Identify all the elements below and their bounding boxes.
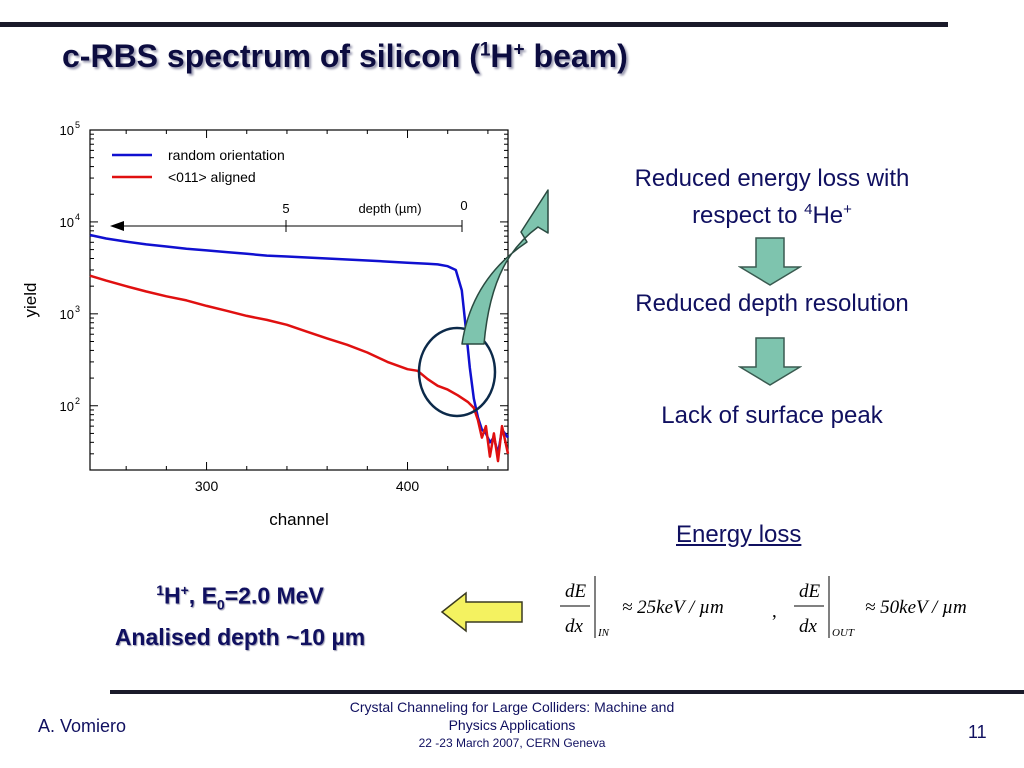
footer-author: A. Vomiero xyxy=(38,716,127,736)
bottom-rule xyxy=(110,690,1024,694)
y-tick-label: 10 xyxy=(60,307,74,322)
note-reduced-depth-resolution: Reduced depth resolution xyxy=(635,290,909,317)
svg-text:dx: dx xyxy=(565,616,584,637)
down-arrow-icon-2 xyxy=(738,337,802,386)
top-rule xyxy=(0,22,948,27)
y-axis-label: yield xyxy=(21,283,40,318)
footer-conference: Crystal Channeling for Large Colliders: … xyxy=(349,699,675,750)
plot-area xyxy=(89,129,509,471)
y-tick-label-exponent: 3 xyxy=(75,304,80,314)
x-tick-label: 300 xyxy=(195,478,219,494)
note-reduced-energy-loss: Reduced energy loss with respect to 4He+ xyxy=(634,165,910,229)
slide-title: c-RBS spectrum of silicon (1H+ beam) xyxy=(62,38,628,74)
depth-arrowhead xyxy=(110,221,124,231)
svg-text:≈ 25keV / µm: ≈ 25keV / µm xyxy=(622,597,724,618)
energy-loss-equations: dE dx IN ≈ 25keV / µm , dE dx OUT ≈ 50ke… xyxy=(560,576,967,639)
svg-text:OUT: OUT xyxy=(832,627,855,639)
beam-parameters: 1H+, E0=2.0 MeV Analised depth ~10 µm xyxy=(114,582,366,651)
down-arrow-icon xyxy=(738,237,802,286)
surface-highlight-circle xyxy=(417,326,497,418)
y-tick-label-exponent: 5 xyxy=(75,120,80,130)
x-axis-label: channel xyxy=(269,510,329,529)
series-line-aligned xyxy=(89,274,510,463)
legend-label-random: random orientation xyxy=(168,147,285,163)
svg-text:,: , xyxy=(772,601,777,622)
svg-text:dE: dE xyxy=(565,581,587,602)
x-tick-label: 400 xyxy=(396,478,420,494)
y-tick-label-exponent: 2 xyxy=(75,396,80,406)
y-tick-label: 10 xyxy=(60,399,74,414)
y-tick-label: 10 xyxy=(60,215,74,230)
page-number: 11 xyxy=(968,722,987,742)
depth-label: depth (µm) xyxy=(358,201,421,216)
svg-text:dE: dE xyxy=(799,581,821,602)
legend-label-aligned: <011> aligned xyxy=(168,169,256,185)
svg-text:≈ 50keV / µm: ≈ 50keV / µm xyxy=(865,597,967,618)
left-arrow-icon xyxy=(440,591,523,633)
y-tick-label: 10 xyxy=(60,123,74,138)
energy-loss-heading: Energy loss xyxy=(676,521,802,548)
depth-mark-5: 5 xyxy=(282,201,289,216)
note-lack-of-surface-peak: Lack of surface peak xyxy=(661,402,883,429)
depth-mark-0: 0 xyxy=(460,198,467,213)
curved-arrow-icon xyxy=(461,189,549,345)
svg-text:dx: dx xyxy=(799,616,818,637)
svg-text:IN: IN xyxy=(597,627,610,639)
y-tick-label-exponent: 4 xyxy=(75,212,80,222)
